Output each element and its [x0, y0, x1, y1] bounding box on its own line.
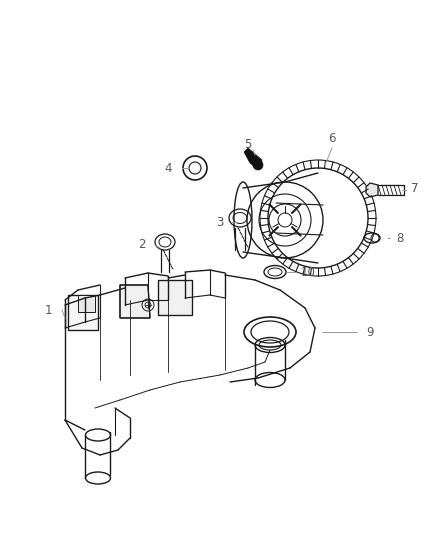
Text: 10: 10 — [300, 265, 315, 279]
Text: 9: 9 — [366, 326, 374, 338]
Text: 3: 3 — [216, 215, 224, 229]
Polygon shape — [244, 148, 262, 168]
Polygon shape — [366, 183, 378, 197]
Text: 8: 8 — [396, 231, 404, 245]
Text: 2: 2 — [138, 238, 146, 252]
Circle shape — [253, 160, 263, 170]
Text: 5: 5 — [244, 139, 252, 151]
Text: 6: 6 — [328, 132, 336, 144]
Text: 7: 7 — [411, 182, 419, 195]
Text: 4: 4 — [164, 161, 172, 174]
Polygon shape — [158, 280, 192, 315]
Polygon shape — [68, 295, 98, 330]
Text: 1: 1 — [44, 303, 52, 317]
Polygon shape — [120, 285, 150, 318]
Polygon shape — [78, 295, 95, 312]
